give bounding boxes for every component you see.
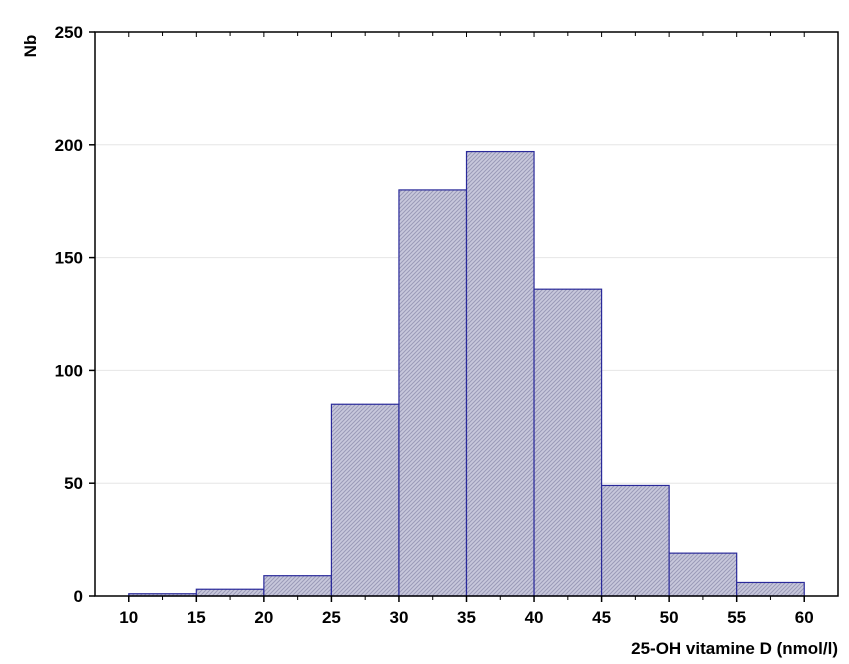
histogram-bar: [668, 552, 738, 597]
x-tick-label: 45: [592, 608, 611, 627]
x-tick-label: 20: [254, 608, 273, 627]
x-tick-label: 15: [187, 608, 206, 627]
y-tick-label: 250: [55, 23, 83, 42]
axis-ticks: [89, 31, 805, 602]
histogram-bar: [195, 588, 265, 597]
x-tick-label: 50: [660, 608, 679, 627]
y-axis-title: Nb: [21, 35, 40, 58]
histogram-bar: [330, 403, 400, 597]
x-tick-label: 35: [457, 608, 476, 627]
histogram-bar: [600, 484, 670, 597]
x-tick-label: 10: [119, 608, 138, 627]
histogram-bar: [398, 189, 468, 597]
histogram-bar: [465, 150, 535, 597]
histogram-bar: [533, 288, 603, 597]
y-tick-label: 50: [64, 474, 83, 493]
x-axis-title: 25-OH vitamine D (nmol/l): [631, 639, 838, 658]
x-tick-label: 40: [525, 608, 544, 627]
y-tick-label: 150: [55, 249, 83, 268]
y-tick-label: 100: [55, 361, 83, 380]
histogram-bar: [263, 575, 333, 597]
x-tick-label: 25: [322, 608, 341, 627]
tick-labels: 0 50 100 150 200 250 10 15 20 25 30 35 40 45 50 55 60: [55, 23, 814, 627]
x-tick-label: 55: [727, 608, 746, 627]
x-tick-label: 60: [795, 608, 814, 627]
y-tick-label: 200: [55, 136, 83, 155]
histogram-bar: [736, 581, 805, 597]
x-tick-label: 30: [389, 608, 408, 627]
y-tick-label: 0: [74, 587, 83, 606]
bars: [128, 150, 805, 597]
